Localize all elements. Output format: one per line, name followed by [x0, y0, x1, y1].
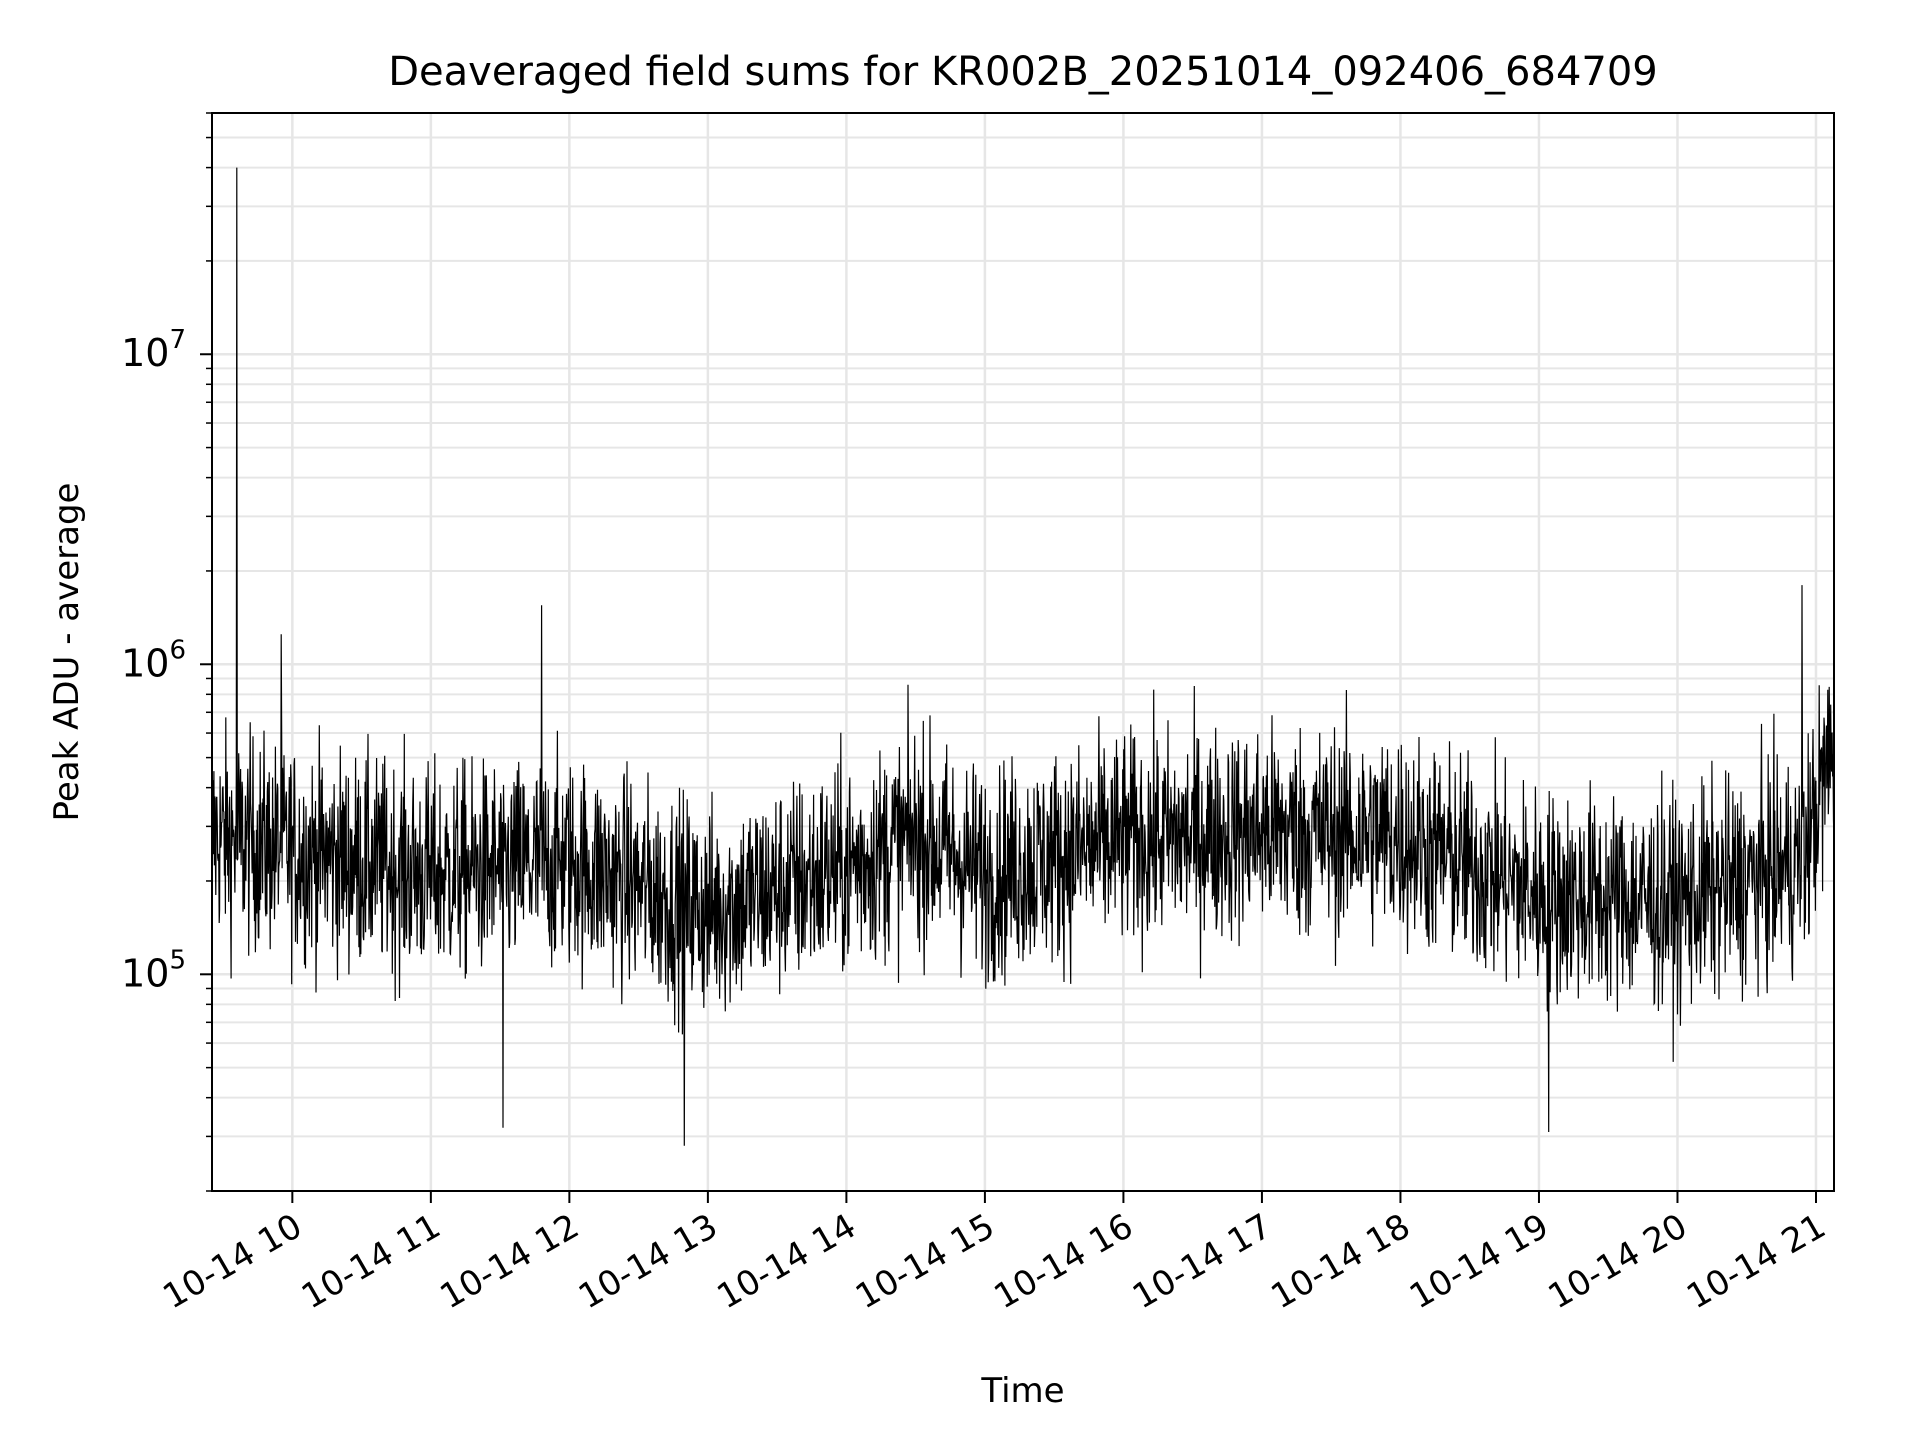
y-tick-exponent: 5 — [169, 945, 186, 975]
y-tick-exponent: 6 — [169, 635, 186, 665]
y-axis-label: Peak ADU - average — [47, 483, 87, 822]
x-axis-label: Time — [980, 1371, 1064, 1411]
y-tick-base: 10 — [121, 331, 169, 375]
chart-title: Deaveraged field sums for KR002B_2025101… — [388, 49, 1658, 95]
y-tick-base: 10 — [121, 641, 169, 685]
plot-area-frame — [211, 112, 1835, 1192]
y-tick-label: 107 — [121, 325, 186, 375]
y-tick-base: 10 — [121, 951, 169, 995]
series-line — [211, 167, 1835, 1146]
y-tick-label: 106 — [121, 635, 186, 685]
series-path — [211, 167, 1835, 1146]
y-tick-exponent: 7 — [169, 325, 186, 355]
y-tick-label: 105 — [121, 945, 186, 995]
